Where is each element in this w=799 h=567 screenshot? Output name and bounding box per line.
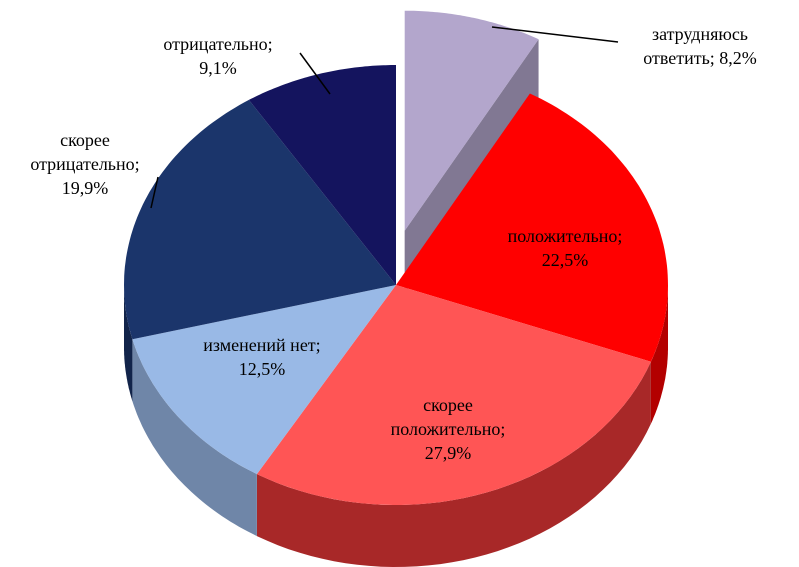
data-label-line: отрицательно; bbox=[30, 154, 139, 174]
data-label-4: скорее отрицательно; 19,9% bbox=[30, 130, 139, 198]
data-label-3: изменений нет; 12,5% bbox=[203, 335, 320, 379]
pie-slice-отрицательно bbox=[248, 65, 396, 285]
data-label-line: 19,9% bbox=[62, 178, 109, 198]
data-label-line: 22,5% bbox=[542, 250, 589, 270]
leader-line-5 bbox=[299, 52, 331, 95]
pie-side-4 bbox=[124, 288, 133, 402]
data-label-5: отрицательно; 9,1% bbox=[163, 34, 272, 78]
data-label-line: затрудняюсь bbox=[652, 24, 748, 44]
pie-slice-затрудняюсь-ответить bbox=[404, 10, 539, 231]
pie-side-1 bbox=[650, 285, 668, 424]
data-label-line: изменений нет; bbox=[203, 335, 320, 355]
data-label-1: положительно; 22,5% bbox=[508, 226, 623, 270]
leader-line-0 bbox=[491, 26, 619, 43]
pie-slice-положительно bbox=[396, 93, 668, 362]
data-label-line: 12,5% bbox=[239, 359, 286, 379]
pie-slices bbox=[124, 10, 668, 505]
pie-side-3 bbox=[132, 339, 257, 537]
leader-line-4 bbox=[150, 176, 159, 209]
pie-slice-изменений-нет bbox=[132, 285, 396, 475]
pie-slice-скорее-отрицательно bbox=[124, 99, 396, 340]
pie-slice-скорее-положительно bbox=[256, 285, 651, 505]
data-label-line: положительно; bbox=[391, 419, 506, 439]
data-label-2: скорее положительно; 27,9% bbox=[391, 395, 506, 463]
pie-side-2 bbox=[256, 361, 651, 567]
data-label-line: отрицательно; bbox=[163, 34, 272, 54]
data-label-line: скорее bbox=[423, 395, 473, 415]
data-labels: затрудняюсь ответить; 8,2% положительно; 22… bbox=[30, 24, 756, 463]
data-label-line: скорее bbox=[60, 130, 110, 150]
leader-lines bbox=[150, 26, 619, 209]
data-label-line: ответить; 8,2% bbox=[643, 48, 757, 68]
data-label-0: затрудняюсь ответить; 8,2% bbox=[643, 24, 757, 68]
data-label-line: 9,1% bbox=[199, 58, 237, 78]
data-label-line: 27,9% bbox=[425, 443, 472, 463]
data-label-line: положительно; bbox=[508, 226, 623, 246]
